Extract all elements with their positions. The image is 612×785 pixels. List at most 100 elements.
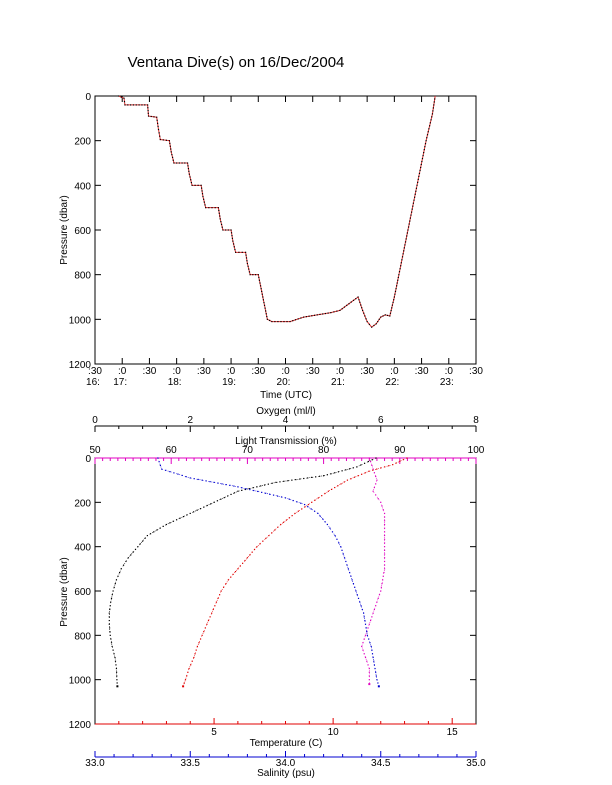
oxygen-profile-point xyxy=(206,504,208,507)
dive-track-point xyxy=(384,314,386,316)
time-hour-label: 17: xyxy=(113,377,127,388)
oxygen-profile-point xyxy=(283,480,285,482)
light-profile-point xyxy=(383,520,386,522)
light-profile-point xyxy=(377,498,379,500)
oxygen-profile-point xyxy=(127,557,129,559)
time-hour-label: 21: xyxy=(331,377,345,388)
dive-track-point xyxy=(425,140,427,142)
time-tick-label: :0 xyxy=(172,366,181,377)
temperature-profile-point xyxy=(384,466,386,468)
dive-track-point xyxy=(389,315,391,317)
oxygen-profile-point xyxy=(169,522,171,524)
dive-track-point xyxy=(322,313,324,315)
salinity-profile-point xyxy=(165,469,167,471)
light-profile-point xyxy=(372,490,374,492)
temperature-profile-point xyxy=(364,472,366,474)
salinity-profile-point xyxy=(261,491,263,493)
dive-track-point xyxy=(221,226,223,228)
oxygen-profile-point xyxy=(244,488,247,491)
dive-track-line xyxy=(118,95,436,328)
temperature-profile-point xyxy=(291,515,293,517)
dive-track-point xyxy=(158,132,160,134)
dive-track-point xyxy=(262,296,264,298)
dive-track-point xyxy=(409,220,411,222)
time-tick-label: :30 xyxy=(251,366,265,377)
oxygen-profile-point xyxy=(113,653,115,655)
light-tick-label: 60 xyxy=(166,445,178,456)
salinity-profile-point xyxy=(201,479,203,481)
time-axis-label: Time (UTC) xyxy=(260,390,312,401)
salinity-profile-point xyxy=(346,564,348,566)
dive-track-point xyxy=(265,313,267,315)
temperature-profile-point xyxy=(206,623,208,625)
salinity-profile-point xyxy=(347,568,349,570)
dive-track-point xyxy=(220,223,223,226)
temperature-profile-point xyxy=(274,529,276,531)
temperature-profile-point xyxy=(288,517,290,519)
temperature-profile-point xyxy=(222,586,225,588)
dive-track-point xyxy=(390,309,392,312)
dive-track-point xyxy=(364,315,366,317)
salinity-profile-point xyxy=(209,481,211,483)
time-tick-label: :30 xyxy=(360,366,374,377)
light-profile-point xyxy=(383,549,386,551)
time-tick-label: :0 xyxy=(281,366,290,377)
light-profile-point xyxy=(381,505,383,507)
dive-track-point xyxy=(432,110,434,112)
dive-track-point xyxy=(327,312,329,314)
dive-track-point xyxy=(252,274,254,276)
salinity-profile-point xyxy=(319,515,321,517)
temperature-profile-point xyxy=(220,590,222,592)
light-profile-point xyxy=(383,523,386,526)
dive-track-point xyxy=(165,139,167,141)
oxygen-profile-point xyxy=(375,457,377,459)
dive-track-point xyxy=(428,128,430,130)
dive-track-point xyxy=(352,299,355,301)
light-profile-point xyxy=(377,597,379,599)
oxygen-profile-point xyxy=(311,476,313,478)
dive-track-point xyxy=(415,187,418,189)
salinity-profile-point xyxy=(237,486,239,488)
salinity-profile-point xyxy=(173,472,175,474)
time-hour-label: 22: xyxy=(385,377,399,388)
oxygen-profile-point xyxy=(363,462,366,464)
salinity-profile-point xyxy=(217,482,219,484)
light-profile-point xyxy=(375,475,377,478)
salinity-profile-point xyxy=(369,642,371,644)
light-axis-label: Light Transmission (%) xyxy=(235,436,337,447)
temperature-profile-point xyxy=(237,568,239,570)
temperature-profile-point xyxy=(253,548,256,551)
oxygen-profile-point xyxy=(122,564,125,566)
dive-track-point xyxy=(362,309,364,311)
oxygen-profile-point xyxy=(193,511,195,513)
oxygen-profile-point xyxy=(159,527,161,529)
temperature-profile-point xyxy=(380,467,382,469)
dive-track-point xyxy=(123,100,126,103)
salinity-profile-point xyxy=(169,471,171,473)
dive-track-point xyxy=(157,128,160,131)
salinity-profile-point xyxy=(368,638,370,640)
oxygen-profile-point xyxy=(216,500,219,502)
light-profile-point xyxy=(383,534,386,537)
oxygen-profile-point xyxy=(110,642,113,644)
dive-track-point xyxy=(427,131,429,133)
dive-track-point xyxy=(147,107,149,109)
salinity-profile-point xyxy=(265,492,267,494)
temperature-profile-point xyxy=(182,685,185,688)
light-profile-point xyxy=(381,583,383,585)
temperature-profile-point xyxy=(337,485,339,487)
dive-track-point xyxy=(313,314,316,316)
dive-track-point xyxy=(120,96,122,98)
oxygen-profile-point xyxy=(233,492,236,494)
dive-track-point xyxy=(190,181,192,184)
dive-track-point xyxy=(130,104,132,106)
dive-track-point xyxy=(245,254,247,256)
light-profile-point xyxy=(368,683,371,686)
light-profile-point xyxy=(368,457,370,459)
temperature-profile-point xyxy=(249,554,251,556)
pressure-tick-label: 1000 xyxy=(69,676,92,687)
dive-track-point xyxy=(365,318,367,320)
dive-track-point xyxy=(434,98,436,100)
oxygen-profile-point xyxy=(110,638,112,640)
oxygen-tick-label: 8 xyxy=(473,415,479,426)
